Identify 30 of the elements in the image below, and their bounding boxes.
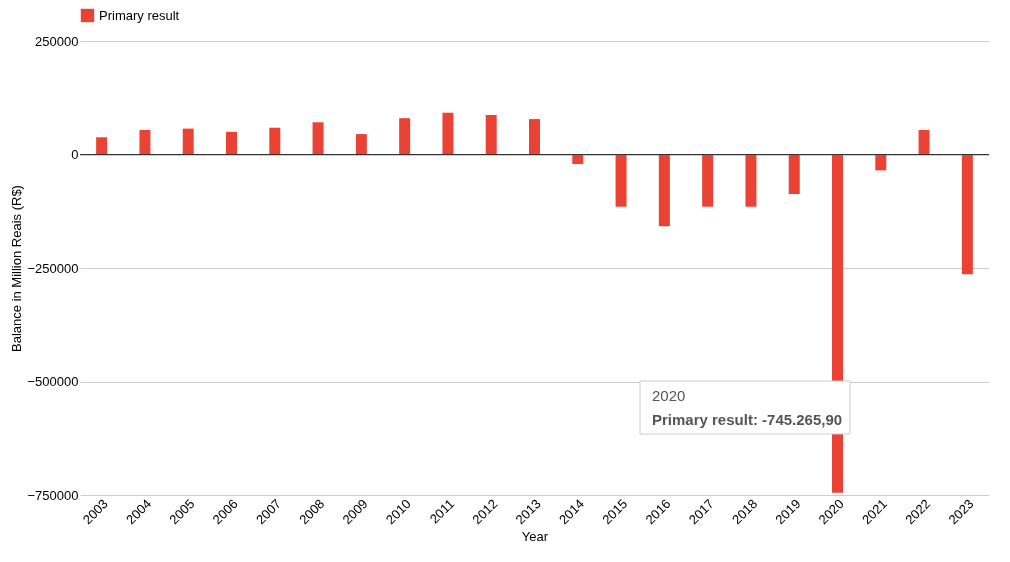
y-axis-title: Balance in Million Reais (R$): [8, 185, 24, 352]
bar: [96, 137, 108, 155]
bar: [485, 115, 497, 155]
bar: [788, 154, 800, 194]
x-axis-title: Year: [521, 529, 549, 545]
legend-label: Primary result: [99, 7, 180, 23]
bar: [139, 129, 151, 155]
bar: [312, 122, 324, 155]
bar: [702, 154, 714, 207]
bar: [442, 112, 454, 155]
y-tick-label: 250000: [35, 33, 79, 49]
y-tick-label: 0: [71, 147, 79, 162]
bar: [875, 154, 887, 171]
y-tick-label: −500000: [27, 374, 79, 389]
bar: [572, 154, 584, 165]
bar: [355, 134, 367, 155]
y-tick-label: −250000: [27, 260, 79, 276]
bar: [399, 118, 411, 155]
annotation: Primary result: -745.265,90: [652, 411, 843, 428]
bar: [918, 129, 930, 155]
bar: [745, 154, 757, 207]
bar: [615, 154, 627, 207]
bar: [529, 119, 540, 155]
y-tick-label: −750000: [27, 487, 79, 503]
bar: [961, 154, 973, 275]
bar: [226, 131, 237, 155]
bar: [269, 127, 281, 155]
bar: [658, 154, 670, 227]
bar: [182, 128, 194, 155]
annotation: 2020: [652, 387, 686, 404]
